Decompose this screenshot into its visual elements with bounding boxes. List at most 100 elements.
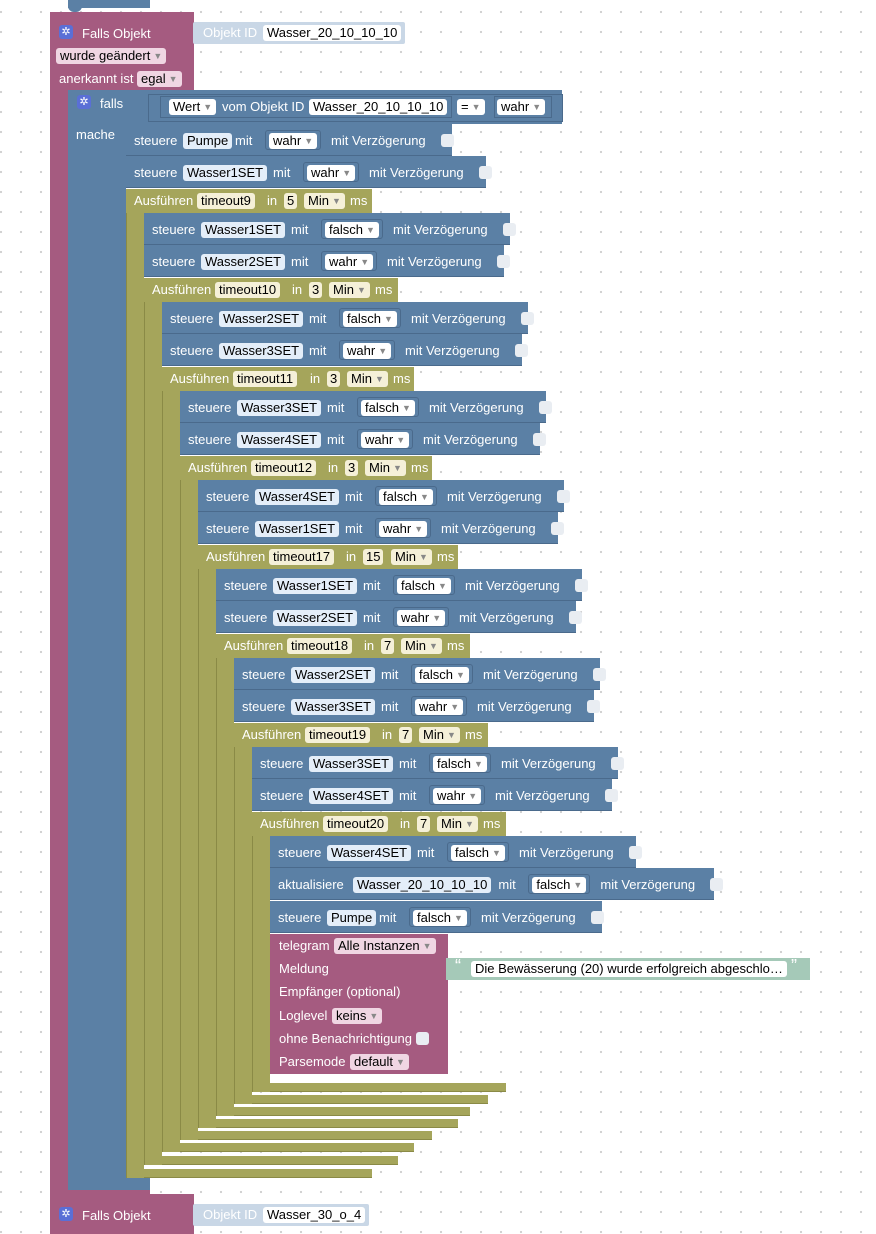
value-dropdown[interactable]: wahr ▼ (325, 254, 374, 270)
object-field[interactable]: Wasser1SET (183, 165, 268, 181)
object-field[interactable]: Wasser2SET (291, 667, 376, 683)
timeout-name-field[interactable]: timeout19 (305, 727, 371, 743)
update-block[interactable] (270, 868, 714, 900)
timeout-name-field[interactable]: timeout17 (269, 549, 335, 565)
object-field[interactable]: Wasser1SET (273, 578, 358, 594)
object-field[interactable]: Wasser1SET (201, 222, 286, 238)
object-field[interactable]: Wasser4SET (327, 845, 412, 861)
unit-dropdown[interactable]: Min ▼ (401, 638, 442, 654)
instances-dropdown[interactable]: Alle Instanzen ▼ (334, 938, 436, 954)
unit-dropdown[interactable]: Min ▼ (419, 727, 460, 743)
timeout-name-field[interactable]: timeout12 (251, 460, 317, 476)
value-dropdown[interactable]: wahr ▼ (307, 165, 356, 181)
object-field[interactable]: Pumpe (327, 910, 377, 926)
value-type-dropdown[interactable]: Wert ▼ (169, 99, 217, 115)
timeout-name-field[interactable]: timeout18 (287, 638, 353, 654)
value-dropdown[interactable]: falsch ▼ (413, 910, 467, 926)
object-field[interactable]: Pumpe (183, 133, 233, 149)
object-field[interactable]: Wasser_20_10_10_10 (353, 877, 492, 893)
value-dropdown[interactable]: wahr ▼ (379, 521, 428, 537)
timeout-name-field[interactable]: timeout11 (233, 371, 298, 387)
object-id-field[interactable]: Wasser_20_10_10_10 (263, 25, 402, 41)
value-dropdown[interactable]: falsch ▼ (451, 845, 505, 861)
object-field[interactable]: Wasser4SET (309, 788, 394, 804)
delay-checkbox[interactable] (515, 344, 528, 357)
object-field[interactable]: Wasser4SET (237, 432, 322, 448)
delay-checkbox[interactable] (557, 490, 570, 503)
object-field[interactable]: Wasser1SET (255, 521, 340, 537)
trigger-block-2[interactable] (50, 1194, 194, 1234)
object-field[interactable]: Wasser2SET (201, 254, 286, 270)
delay-field[interactable]: 3 (309, 282, 323, 298)
value-dropdown[interactable]: falsch ▼ (343, 311, 397, 327)
delay-field[interactable]: 7 (381, 638, 395, 654)
value-dropdown[interactable]: falsch ▼ (397, 578, 451, 594)
object-field[interactable]: Wasser3SET (309, 756, 394, 772)
value-dropdown[interactable]: wahr ▼ (415, 699, 464, 715)
value-dropdown[interactable]: wahr ▼ (397, 610, 446, 626)
object-field[interactable]: Wasser4SET (255, 489, 340, 505)
no-notification-checkbox[interactable] (416, 1032, 429, 1045)
value-dropdown[interactable]: falsch ▼ (361, 400, 415, 416)
value-dropdown[interactable]: wahr ▼ (269, 133, 318, 149)
delay-field[interactable]: 7 (417, 816, 431, 832)
timeout-name-field[interactable]: timeout10 (215, 282, 281, 298)
unit-dropdown[interactable]: Min ▼ (437, 816, 478, 832)
delay-field[interactable]: 3 (327, 371, 341, 387)
delay-checkbox[interactable] (441, 134, 454, 147)
delay-field[interactable]: 3 (345, 460, 359, 476)
value-dropdown[interactable]: wahr ▼ (361, 432, 410, 448)
delay-field[interactable]: 7 (399, 727, 413, 743)
delay-checkbox[interactable] (497, 255, 510, 268)
delay-checkbox[interactable] (551, 522, 564, 535)
bool-dropdown[interactable]: wahr ▼ (497, 99, 546, 115)
telegram-block[interactable] (270, 934, 448, 1074)
value-dropdown[interactable]: falsch ▼ (379, 489, 433, 505)
parsemode-dropdown[interactable]: default ▼ (350, 1054, 409, 1070)
object-field[interactable]: Wasser3SET (237, 400, 322, 416)
operator-dropdown[interactable]: = ▼ (457, 99, 485, 115)
unit-dropdown[interactable]: Min ▼ (391, 549, 432, 565)
timeout-name-field[interactable]: timeout9 (197, 193, 255, 209)
unit-dropdown[interactable]: Min ▼ (304, 193, 345, 209)
delay-field[interactable]: 5 (284, 193, 298, 209)
unit-dropdown[interactable]: Min ▼ (347, 371, 388, 387)
unit-dropdown[interactable]: Min ▼ (365, 460, 406, 476)
delay-checkbox[interactable] (593, 668, 606, 681)
value-dropdown[interactable]: wahr ▼ (343, 343, 392, 359)
timeout-name-field[interactable]: timeout20 (323, 816, 389, 832)
delay-checkbox[interactable] (539, 401, 552, 414)
object-field[interactable]: Wasser2SET (219, 311, 304, 327)
object-field[interactable]: Wasser2SET (273, 610, 358, 626)
delay-checkbox[interactable] (629, 846, 642, 859)
loglevel-dropdown[interactable]: keins ▼ (332, 1008, 383, 1024)
delay-checkbox[interactable] (533, 433, 546, 446)
delay-checkbox[interactable] (587, 700, 600, 713)
delay-checkbox[interactable] (479, 166, 492, 179)
value-dropdown[interactable]: falsch ▼ (433, 756, 487, 772)
message-field[interactable]: Die Bewässerung (20) wurde erfolgreich a… (471, 961, 787, 977)
value-dropdown[interactable]: wahr ▼ (433, 788, 482, 804)
unit-dropdown[interactable]: Min ▼ (329, 282, 370, 298)
delay-checkbox[interactable] (503, 223, 516, 236)
value-dropdown[interactable]: falsch ▼ (415, 667, 469, 683)
delay-checkbox[interactable] (591, 911, 604, 924)
value-dropdown[interactable]: falsch ▼ (325, 222, 379, 238)
object-field[interactable]: Wasser3SET (291, 699, 376, 715)
gear-icon[interactable]: ✲ (59, 1207, 73, 1221)
changed-dropdown[interactable]: wurde geändert ▼ (56, 48, 167, 64)
acked-dropdown[interactable]: egal ▼ (137, 71, 182, 87)
delay-checkbox[interactable] (605, 789, 618, 802)
gear-icon[interactable]: ✲ (59, 25, 73, 39)
object-field[interactable]: Wasser3SET (219, 343, 304, 359)
delay-field[interactable]: 15 (363, 549, 384, 565)
object-id-field-2[interactable]: Wasser_30_o_4 (263, 1207, 366, 1223)
delay-checkbox[interactable] (521, 312, 534, 325)
value-dropdown[interactable]: falsch ▼ (532, 877, 587, 893)
delay-checkbox[interactable] (575, 579, 588, 592)
condition-object-field[interactable]: Wasser_20_10_10_10 (309, 99, 448, 115)
delay-checkbox[interactable] (611, 757, 624, 770)
delay-checkbox[interactable] (569, 611, 582, 624)
gear-icon[interactable]: ✲ (77, 95, 91, 109)
delay-checkbox[interactable] (710, 878, 724, 891)
